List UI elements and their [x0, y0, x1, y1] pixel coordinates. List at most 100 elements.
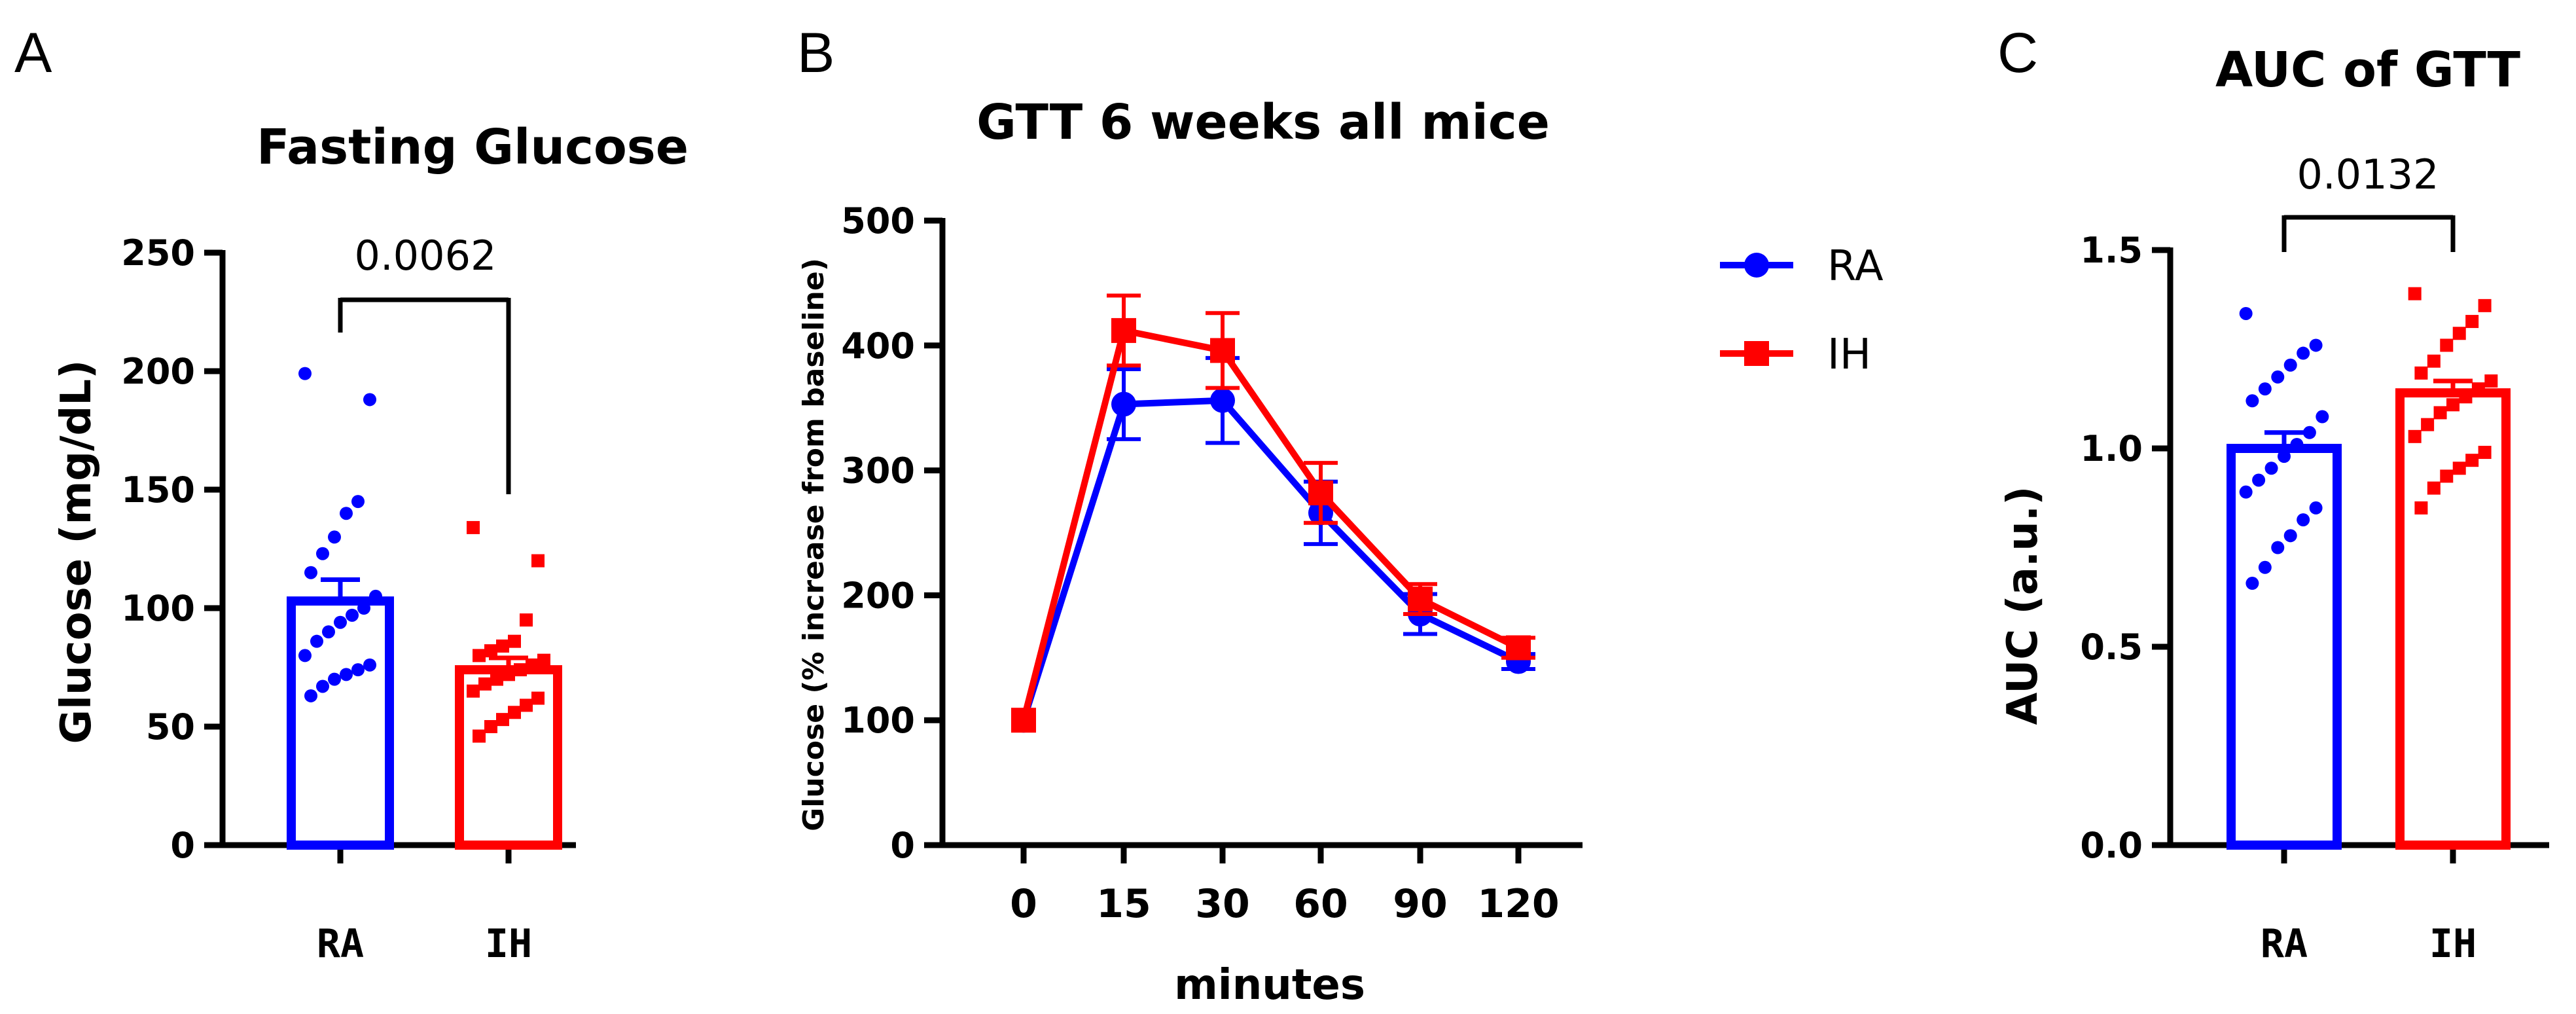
panel-a-point-ih [526, 658, 539, 672]
legend-ra-label: RA [1827, 242, 1884, 291]
panel-c-point-ra [2264, 462, 2278, 475]
panel-b-y-axis-label: Glucose (% increase from baseline) [797, 258, 831, 831]
panel-a-y-tick-label: 100 [121, 588, 195, 629]
panel-c-point-ih [2433, 406, 2447, 420]
panel-a-point-ih [502, 668, 515, 681]
panel-b-legend: RA IH [1720, 242, 1884, 379]
panel-b-series-line-ih [1020, 327, 1520, 721]
panel-c-y-tick-label: 1.0 [2080, 428, 2143, 469]
panel-b-point-ih [1308, 480, 1333, 505]
panel-a-point-ih [520, 698, 533, 712]
panel-b-point-ih [1506, 635, 1531, 661]
panel-a-point-ih [473, 649, 486, 662]
panel-a-bar-ra [287, 596, 394, 850]
panel-a-point-ra [328, 530, 341, 544]
panel-c-point-ih [2427, 481, 2441, 495]
panel-a-point-ra [328, 672, 341, 686]
panel-a-point-ih [478, 677, 492, 691]
panel-b-point-ih [1111, 317, 1136, 343]
panel-a-point-ra [304, 689, 317, 702]
panel-b-y-tick-label: 200 [841, 575, 915, 616]
panel-c-point-ra [2271, 541, 2285, 554]
panel-a-point-ra [369, 589, 382, 603]
panel-c-point-ra [2283, 529, 2297, 543]
panel-c-point-ra [2239, 485, 2253, 499]
panel-c-bar-ih [2395, 388, 2511, 850]
panel-c-p-value: 0.0132 [2297, 151, 2439, 198]
panel-c: C AUC of GTT AUC (a.u.) 0.00.51.01.5 RA … [1997, 22, 2549, 967]
panel-c-point-ih [2421, 418, 2435, 431]
panel-b-x-axis-label: minutes [1174, 961, 1365, 1009]
panel-c-point-ra [2297, 346, 2310, 360]
panel-c-category-label-ih: IH [2429, 921, 2477, 967]
legend-ra-marker [1744, 253, 1769, 278]
panel-c-point-ih [2452, 327, 2466, 340]
panel-c-point-ih [2478, 299, 2492, 312]
panel-c-point-ra [2271, 370, 2285, 384]
panel-b-y-tick-label: 100 [841, 700, 915, 741]
panel-a-point-ih [508, 706, 521, 719]
panel-c-point-ih [2440, 338, 2454, 352]
panel-a-category-label-ra: RA [317, 921, 364, 967]
panel-b-y-tick-label: 0 [890, 825, 915, 866]
panel-a-point-ra [363, 658, 376, 672]
panel-a-point-ra [334, 615, 347, 629]
panel-a-y-axis-label: Glucose (mg/dL) [52, 360, 101, 744]
panel-c-point-ra [2316, 410, 2329, 424]
panel-c-point-ra [2290, 437, 2304, 451]
panel-b-y-tick-label: 400 [841, 325, 915, 367]
panel-a: A Fasting Glucose Glucose (mg/dL) 0 50 100… [14, 22, 689, 967]
panel-a-point-ih [484, 644, 497, 658]
panel-a-category-label-ih: IH [485, 921, 532, 967]
panel-c-point-ra [2302, 426, 2316, 439]
panel-a-point-ih [473, 729, 486, 743]
legend-ih-label: IH [1827, 331, 1871, 379]
panel-c-point-ih [2478, 446, 2492, 460]
panel-a-point-ra [351, 663, 365, 677]
panel-c-point-ih [2484, 374, 2498, 388]
panel-b-series-line-ra [1020, 397, 1520, 721]
panel-c-point-ih [2408, 429, 2422, 443]
panel-c-plot-area: 0.0 0.5 1.0 1.5 [2080, 215, 2549, 866]
panel-a-point-ih [467, 520, 480, 534]
panel-c-letter: C [1997, 22, 2038, 84]
panel-c-point-ih [2427, 354, 2441, 368]
panel-c-point-ra [2239, 306, 2253, 320]
panel-a-point-ra [351, 495, 365, 509]
panel-c-point-ra [2297, 513, 2310, 527]
panel-c-category-label-ra: RA [2261, 921, 2308, 967]
panel-b-x-tick-label: 0 [1010, 881, 1037, 927]
panel-b-x-tick-label: 120 [1477, 881, 1559, 927]
panel-a-point-ih [484, 720, 497, 733]
panel-a-point-ra [357, 602, 370, 615]
panel-c-point-ra [2258, 560, 2272, 574]
panel-a-point-ra [340, 507, 353, 520]
panel-c-point-ra [2283, 358, 2297, 372]
panel-a-point-ra [316, 679, 329, 693]
panel-a-title: Fasting Glucose [257, 119, 689, 175]
panel-b: B GTT 6 weeks all mice Glucose (% increa… [797, 22, 1884, 1009]
panel-a-point-ra [304, 566, 317, 579]
panel-a-point-ih [496, 713, 509, 727]
legend-ih-marker [1744, 341, 1769, 366]
panel-c-point-ra [2309, 338, 2323, 352]
panel-a-point-ih [520, 613, 533, 627]
panel-b-point-ra [1111, 391, 1136, 417]
panel-a-point-ra [298, 367, 312, 380]
panel-c-point-ih [2440, 469, 2454, 483]
panel-a-point-ih [531, 691, 545, 705]
panel-b-x-tick-label: 30 [1195, 881, 1250, 927]
panel-c-point-ra [2278, 450, 2291, 463]
panel-b-point-ih [1210, 338, 1235, 363]
panel-a-letter: A [14, 22, 52, 84]
panel-b-point-ih [1011, 708, 1036, 733]
panel-a-point-ra [363, 393, 376, 407]
panel-a-y-tick-label: 50 [146, 706, 195, 748]
panel-a-point-ra [346, 608, 359, 622]
panel-a-p-value: 0.0062 [355, 232, 497, 280]
panel-c-point-ra [2309, 501, 2323, 515]
panel-a-plot-area: 0 50 100 150 200 250 [121, 232, 576, 866]
panel-c-y-tick-label: 0.5 [2080, 626, 2143, 668]
panel-a-y-tick-label: 200 [121, 351, 195, 392]
